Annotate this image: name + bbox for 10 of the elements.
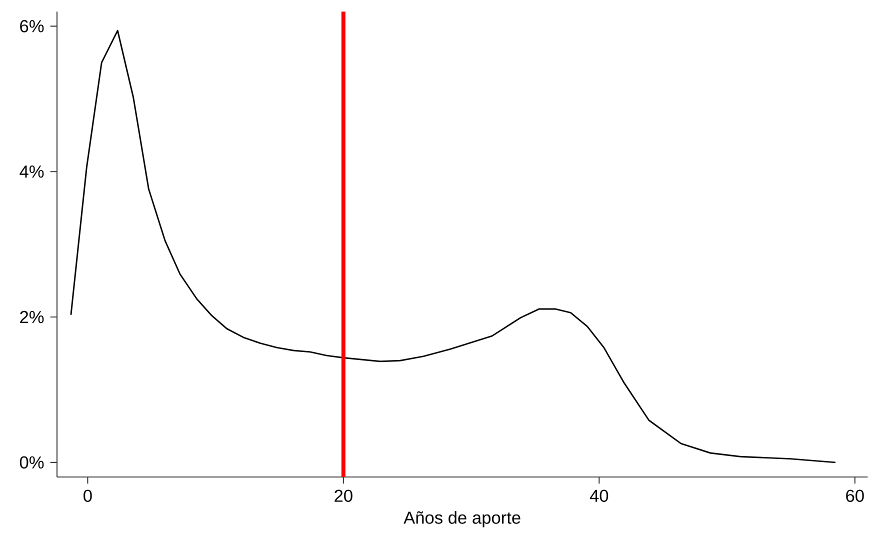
x-tick-label: 60 [846,490,864,502]
x-tick-label: 40 [590,490,608,502]
y-tick-label: 4% [20,166,44,178]
x-axis-title: Años de aporte [404,511,520,528]
y-tick-label: 0% [20,456,44,469]
x-tick-label: 20 [334,490,352,502]
y-tick-label: 2% [20,310,44,324]
x-tick-label: 0 [84,490,92,502]
y-tick-label: 6% [20,20,44,32]
line-series [70,30,836,464]
